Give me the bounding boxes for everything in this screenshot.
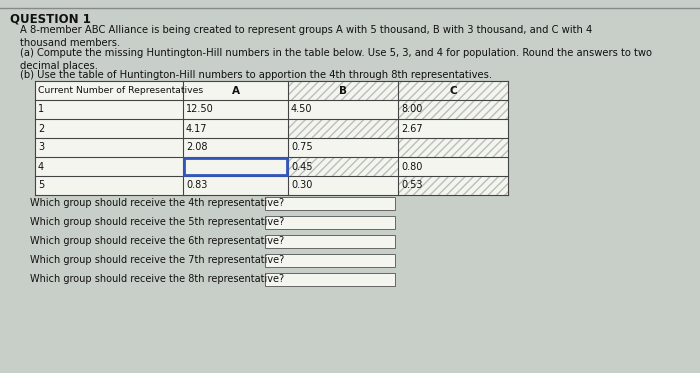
Bar — [288, 100, 398, 119]
Bar — [398, 100, 508, 119]
Bar — [398, 176, 508, 195]
Bar — [265, 197, 395, 210]
Text: A 8-member ABC Alliance is being created to represent groups A with 5 thousand, : A 8-member ABC Alliance is being created… — [20, 25, 592, 48]
Bar — [265, 216, 395, 229]
Text: 0.45: 0.45 — [291, 162, 312, 172]
Bar — [35, 81, 183, 100]
Bar — [288, 157, 398, 176]
Text: (b) Use the table of Huntington-Hill numbers to apportion the 4th through 8th re: (b) Use the table of Huntington-Hill num… — [20, 70, 492, 80]
Bar — [35, 138, 183, 157]
Bar — [398, 100, 508, 119]
Text: Which group should receive the 5th representative?: Which group should receive the 5th repre… — [30, 217, 284, 227]
Bar — [183, 176, 288, 195]
Bar — [183, 157, 288, 176]
Text: 2.08: 2.08 — [186, 142, 207, 153]
Bar — [288, 81, 398, 100]
Bar — [35, 100, 183, 119]
Text: Which group should receive the 6th representative?: Which group should receive the 6th repre… — [30, 236, 284, 246]
Bar — [184, 158, 287, 175]
Bar — [288, 119, 398, 138]
Text: 0.30: 0.30 — [291, 181, 312, 191]
Text: Which group should receive the 7th representative?: Which group should receive the 7th repre… — [30, 255, 284, 265]
Bar — [265, 273, 395, 285]
Text: 4: 4 — [38, 162, 44, 172]
Text: (a) Compute the missing Huntington-Hill numbers in the table below. Use 5, 3, an: (a) Compute the missing Huntington-Hill … — [20, 48, 652, 71]
Text: 3: 3 — [38, 142, 44, 153]
Text: A: A — [232, 85, 239, 95]
Text: 4.50: 4.50 — [291, 104, 312, 115]
Bar — [398, 81, 508, 100]
Bar — [35, 119, 183, 138]
Bar — [183, 119, 288, 138]
Text: 0.83: 0.83 — [186, 181, 207, 191]
Bar — [35, 176, 183, 195]
Text: 8.00: 8.00 — [401, 104, 422, 115]
Bar — [398, 138, 508, 157]
Text: Which group should receive the 4th representative?: Which group should receive the 4th repre… — [30, 198, 284, 208]
Bar — [398, 119, 508, 138]
Text: B: B — [339, 85, 347, 95]
Text: 2: 2 — [38, 123, 44, 134]
Bar — [183, 100, 288, 119]
Bar — [288, 157, 398, 176]
Bar — [288, 119, 398, 138]
Bar — [183, 138, 288, 157]
Text: 5: 5 — [38, 181, 44, 191]
Bar — [265, 254, 395, 266]
Text: QUESTION 1: QUESTION 1 — [10, 13, 91, 26]
Bar — [398, 176, 508, 195]
Text: 1: 1 — [38, 104, 44, 115]
Bar — [398, 138, 508, 157]
Bar — [35, 157, 183, 176]
Text: C: C — [449, 85, 457, 95]
Text: Current Number of Representatives: Current Number of Representatives — [38, 86, 203, 95]
Bar — [398, 157, 508, 176]
Text: 0.75: 0.75 — [291, 142, 313, 153]
Text: 12.50: 12.50 — [186, 104, 214, 115]
Bar — [183, 81, 288, 100]
Text: 0.80: 0.80 — [401, 162, 422, 172]
Bar — [288, 81, 398, 100]
Text: 4.17: 4.17 — [186, 123, 207, 134]
Bar — [398, 81, 508, 100]
Text: Which group should receive the 8th representative?: Which group should receive the 8th repre… — [30, 274, 284, 284]
Text: 2.67: 2.67 — [401, 123, 423, 134]
Bar — [288, 138, 398, 157]
Bar — [265, 235, 395, 248]
Bar — [288, 176, 398, 195]
Text: 0.53: 0.53 — [401, 181, 423, 191]
